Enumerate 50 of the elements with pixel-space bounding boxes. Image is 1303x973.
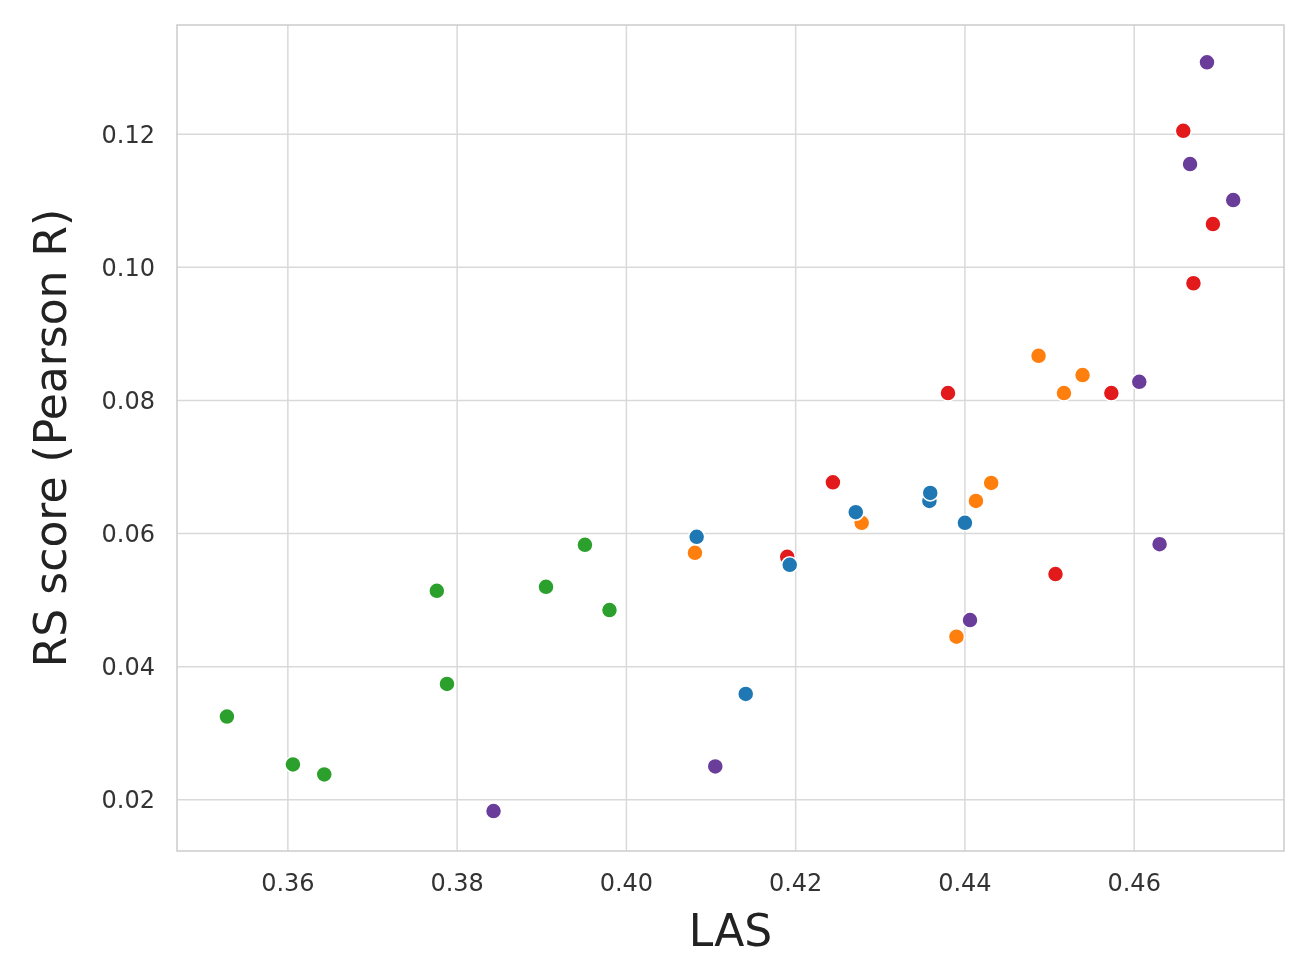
point	[956, 514, 974, 532]
point	[1130, 373, 1149, 391]
point	[921, 484, 939, 502]
y-tick-label: 0.04	[101, 653, 155, 682]
y-axis-title: RS score (Pearson R)	[25, 208, 76, 668]
point	[736, 685, 755, 703]
point	[1102, 384, 1121, 402]
point	[218, 707, 236, 726]
point	[484, 802, 503, 820]
y-tick-label: 0.12	[101, 120, 155, 149]
x-tick-label: 0.36	[261, 869, 315, 897]
point	[1150, 535, 1169, 553]
point	[576, 536, 594, 554]
y-tick-label: 0.06	[101, 519, 155, 548]
point	[967, 492, 985, 510]
y-tick-label: 0.08	[101, 386, 155, 415]
x-axis-title: LAS	[688, 905, 773, 956]
point	[315, 765, 334, 784]
x-tick-label: 0.38	[430, 869, 484, 897]
point	[847, 503, 865, 521]
point	[1174, 122, 1193, 140]
x-tick-label: 0.42	[768, 869, 823, 897]
y-tick-label: 0.02	[101, 786, 155, 815]
x-tick-label: 0.46	[1107, 869, 1161, 897]
point	[939, 384, 957, 402]
point	[1224, 191, 1242, 209]
point	[947, 627, 966, 646]
x-tick-label: 0.44	[938, 869, 992, 897]
point	[686, 544, 704, 562]
point	[1029, 347, 1048, 365]
point	[438, 675, 456, 693]
x-tick-label: 0.40	[599, 869, 654, 897]
point	[687, 528, 706, 546]
y-tick-label: 0.10	[101, 253, 155, 282]
point	[600, 601, 619, 619]
point	[780, 556, 799, 574]
point	[1198, 53, 1216, 72]
point	[1181, 155, 1199, 173]
point	[961, 611, 979, 629]
point	[284, 755, 302, 774]
point	[1055, 384, 1073, 402]
point	[706, 757, 725, 776]
point	[1184, 274, 1203, 292]
point	[982, 474, 1000, 492]
point	[1046, 565, 1065, 583]
point	[824, 473, 842, 492]
point	[537, 578, 555, 596]
point	[1073, 366, 1092, 384]
point	[1204, 215, 1222, 233]
point	[428, 582, 446, 600]
